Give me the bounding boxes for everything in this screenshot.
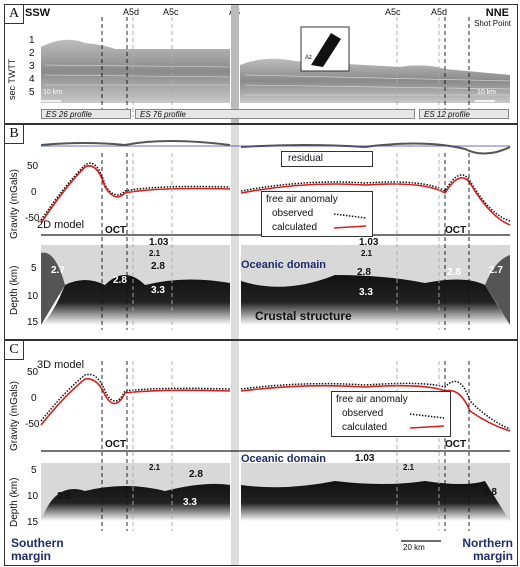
seismic-right xyxy=(240,58,510,103)
residual-legend: residual xyxy=(281,151,373,167)
inset-label: Az xyxy=(305,55,313,61)
gravity-legend-c: free air anomaly observed calculated xyxy=(331,391,451,437)
panel-c-tag: C xyxy=(4,340,24,360)
gravity-legend-b: free air anomaly observed calculated xyxy=(261,191,373,237)
gravity-calculated-c xyxy=(40,378,511,432)
density-33-c: 3.3 xyxy=(183,497,197,508)
gravity-calculated-b xyxy=(40,165,511,226)
gravity-axis-b: Gravity (mGals) xyxy=(9,169,20,239)
grav-tick-50-c: 50 xyxy=(27,367,39,378)
depth-tick-5-c: 5 xyxy=(31,465,37,476)
density-103-right-b: 1.03 xyxy=(359,237,379,248)
gravity-observed-c xyxy=(40,373,511,430)
scale-left: 10 km xyxy=(43,89,63,96)
depth-axis-b: Depth (km) xyxy=(9,265,20,315)
panel-b-2d-model: B residual 2D model Gravity (mGals) 5 xyxy=(4,124,518,340)
ssw-label: SSW xyxy=(25,7,51,19)
residual-curve xyxy=(40,140,511,155)
panel-c-3d-model: C 3D model Gravity (mGals) 50 0 -50 free… xyxy=(4,340,518,566)
legend-observed-b: observed xyxy=(272,208,314,219)
panel-a-tag: A xyxy=(4,4,24,24)
density-21-left-c: 2.1 xyxy=(149,463,161,472)
marker-a5c-right: A5c xyxy=(385,7,401,17)
profile-es12: ES 12 profile xyxy=(419,109,509,119)
gravity-axis-c: Gravity (mGals) xyxy=(9,381,20,451)
density-33-right-b: 3.3 xyxy=(359,287,373,298)
grav-tick-m50-b: -50 xyxy=(25,213,40,224)
model-2d-label: 2D model xyxy=(37,219,85,231)
oct-left-b: OCT xyxy=(105,225,127,236)
oct-left-c: OCT xyxy=(105,439,127,450)
density-28-d-b: 2.8 xyxy=(447,267,461,278)
twtt-tick-5: 5 xyxy=(29,87,35,98)
twtt-tick-3: 3 xyxy=(29,61,35,72)
density-21-right-b: 2.1 xyxy=(361,249,373,258)
twtt-tick-4: 4 xyxy=(29,74,35,85)
density-103-c: 1.03 xyxy=(355,453,375,464)
legend-title-c: free air anomaly xyxy=(336,394,408,405)
depth-tick-10-c: 10 xyxy=(27,491,39,502)
density-103-left-b: 1.03 xyxy=(149,237,169,248)
mantle-b xyxy=(41,275,510,325)
oct-right-b: OCT xyxy=(445,225,467,236)
grav-tick-m50-c: -50 xyxy=(25,419,40,430)
panel-b-tag: B xyxy=(4,124,24,144)
marker-a5d-left: A5d xyxy=(123,7,140,17)
oceanic-domain-c: Oceanic domain xyxy=(241,453,326,465)
density-33-left-b: 3.3 xyxy=(151,285,165,296)
shot-point-label: Shot Point xyxy=(474,19,511,28)
profile-es76: ES 76 profile xyxy=(135,109,415,119)
scale-right: 10 km xyxy=(477,89,497,96)
legend-observed-c: observed xyxy=(342,408,384,419)
density-28-left-c: 2.8 xyxy=(57,491,71,502)
crustal-structure-label: Crustal structure xyxy=(255,309,352,323)
profile-es26: ES 26 profile xyxy=(41,109,131,119)
density-28-c-b: 2.8 xyxy=(357,267,371,278)
oct-right-c: OCT xyxy=(445,439,467,450)
nne-label: NNE xyxy=(485,7,509,19)
panel-c-figure xyxy=(40,341,511,565)
mantle-c xyxy=(41,481,510,521)
density-21-right-c: 2.1 xyxy=(403,463,415,472)
density-21-left-b: 2.1 xyxy=(149,249,161,258)
legend-title-b: free air anomaly xyxy=(266,194,338,205)
northern-margin-label: Northern margin xyxy=(462,536,513,563)
seismic-sections xyxy=(41,5,511,123)
model-3d-label: 3D model xyxy=(37,359,85,371)
depth-axis-c: Depth (km) xyxy=(9,477,20,527)
density-27-right-b: 2.7 xyxy=(489,265,503,276)
density-28-b-b: 2.8 xyxy=(151,261,165,272)
legend-calculated-c: calculated xyxy=(342,422,388,433)
legend-calculated-b: calculated xyxy=(272,222,318,233)
twtt-tick-1: 1 xyxy=(29,35,35,46)
gravity-observed-b xyxy=(40,162,511,222)
panel-a-seismic: A SSW NNE Shot Point A5d A5c A5 A5c A5d … xyxy=(4,4,518,124)
marker-a5d-right: A5d xyxy=(431,7,448,17)
oceanic-domain-b: Oceanic domain xyxy=(241,259,326,271)
scale-bar-c: 20 km xyxy=(403,543,425,552)
grav-tick-50-b: 50 xyxy=(27,161,39,172)
depth-tick-10-b: 10 xyxy=(27,291,39,302)
depth-tick-15-c: 15 xyxy=(27,517,39,528)
grav-tick-0-c: 0 xyxy=(31,393,37,404)
depth-tick-15-b: 15 xyxy=(27,317,39,328)
density-28-mid-c: 2.8 xyxy=(189,469,203,480)
density-28-right-c: 2.8 xyxy=(483,487,497,498)
density-27-left-b: 2.7 xyxy=(51,265,65,276)
marker-a5c-left: A5c xyxy=(163,7,179,17)
grav-tick-0-b: 0 xyxy=(31,187,37,198)
twtt-tick-2: 2 xyxy=(29,48,35,59)
depth-tick-5-b: 5 xyxy=(31,263,37,274)
seismic-left xyxy=(41,39,230,103)
residual-label: residual xyxy=(288,153,324,164)
density-28-a-b: 2.8 xyxy=(113,275,127,286)
southern-margin-label: Southern margin xyxy=(11,536,64,563)
